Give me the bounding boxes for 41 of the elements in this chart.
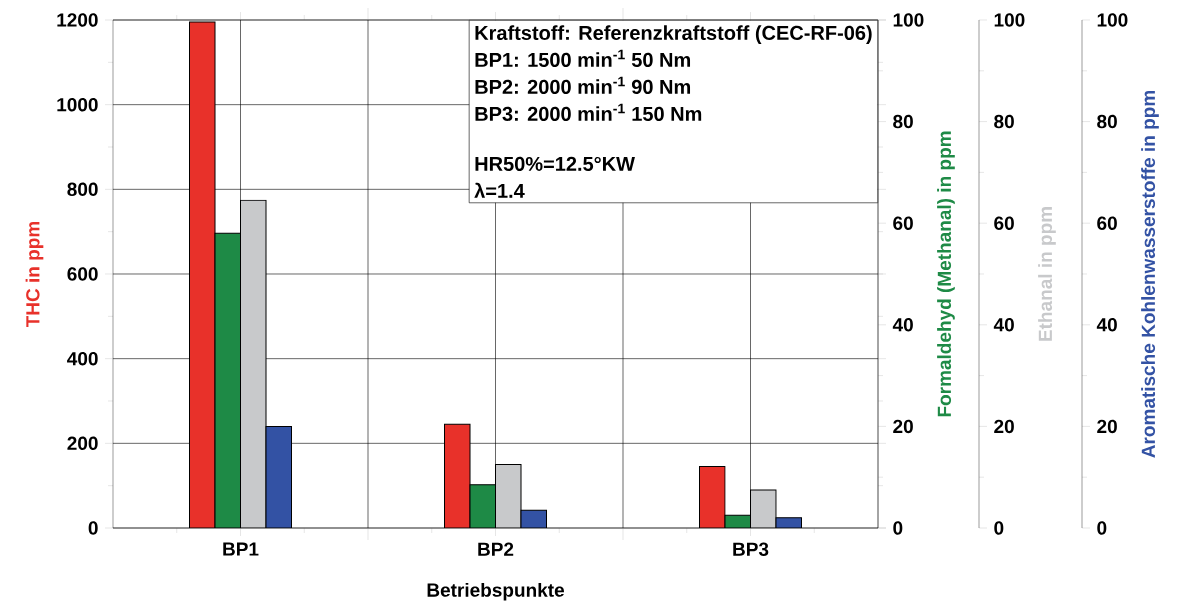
annotation: HR50%=12.5°KW [475,156,635,171]
text: 60 [1097,216,1117,230]
annotation: Kraftstoff: Referenzkraftstoff (CEC-RF-06) [475,25,872,44]
bar [265,425,292,528]
annotation: BP3: 2000 min$^{-1}$ 150 Nm [475,103,702,122]
x-tick-label: BP3 [733,542,769,557]
y-tick-label: 200 [67,436,98,451]
x-tick-label: BP1 [223,542,259,556]
text: Aromatische Kohlenwasserstoffe in ppm [1141,90,1159,458]
text: 20 [1097,419,1117,434]
text: 0 [1097,521,1107,535]
y3-tick-label: 20 [994,419,1014,434]
y-axis-title: THC in ppm [25,221,44,328]
x-axis-title: Betriebspunkte [427,582,564,601]
annotation: BP2: 2000 min$^{-1}$ 90 Nm [475,76,691,94]
y-tick-label: 1000 [57,97,98,112]
annotation: λ=1.4 [474,182,525,198]
x-tick-label: BP2 [478,542,514,556]
y-tick-label: 1200 [57,13,98,27]
y2-tick-label: 20 [893,419,913,434]
y-tick-label: 600 [67,267,98,281]
y3-tick-label: 60 [994,216,1014,230]
y3-tick-label: 100 [994,13,1025,27]
y3-tick-label: 40 [993,318,1014,332]
y2-tick-label: 100 [893,13,924,27]
y2-axis-title: Formaldehyd (Methanal) in ppm [937,131,955,417]
y2-tick-label: 80 [893,114,913,129]
bar [444,423,471,528]
text: 100 [1097,13,1128,27]
bar [699,466,726,528]
y3-tick-label: 0 [994,521,1004,535]
y-tick-label: 400 [67,351,98,366]
y2-tick-label: 0 [893,521,903,535]
y2-tick-label: 60 [893,216,913,230]
text: 80 [1097,114,1117,129]
text: 40 [1096,318,1117,332]
y-tick-label: 800 [67,182,98,197]
y-tick-label: 0 [88,521,98,535]
y3-tick-label: 80 [994,114,1014,129]
annotation: BP1: 1500 min$^{-1}$ 50 Nm [475,49,691,67]
y2-tick-label: 40 [892,318,913,332]
